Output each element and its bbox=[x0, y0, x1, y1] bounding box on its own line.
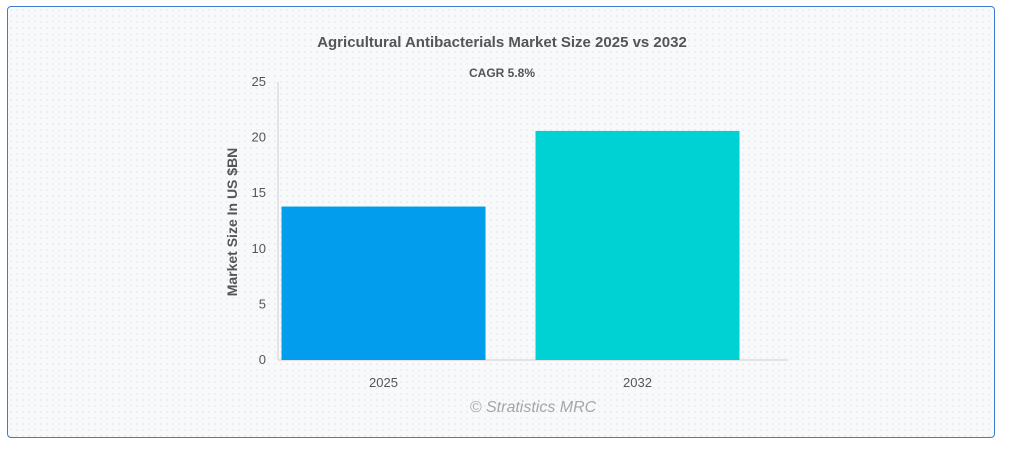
y-tick-label: 25 bbox=[252, 74, 266, 89]
chart-title: Agricultural Antibacterials Market Size … bbox=[317, 34, 687, 51]
y-tick-label: 15 bbox=[252, 185, 266, 200]
y-tick-label: 5 bbox=[259, 296, 266, 311]
chart-subtitle: CAGR 5.8% bbox=[468, 66, 536, 80]
bar-2032 bbox=[535, 130, 740, 360]
y-tick-label: 10 bbox=[252, 241, 266, 256]
chart-card bbox=[7, 6, 995, 438]
x-tick-label: 2032 bbox=[623, 375, 652, 390]
watermark-text: © Stratistics MRC bbox=[469, 399, 597, 416]
x-tick-label: 2025 bbox=[369, 375, 398, 390]
y-tick-label: 20 bbox=[252, 130, 266, 145]
bar-2025 bbox=[281, 206, 486, 360]
y-tick-label: 0 bbox=[259, 352, 266, 367]
